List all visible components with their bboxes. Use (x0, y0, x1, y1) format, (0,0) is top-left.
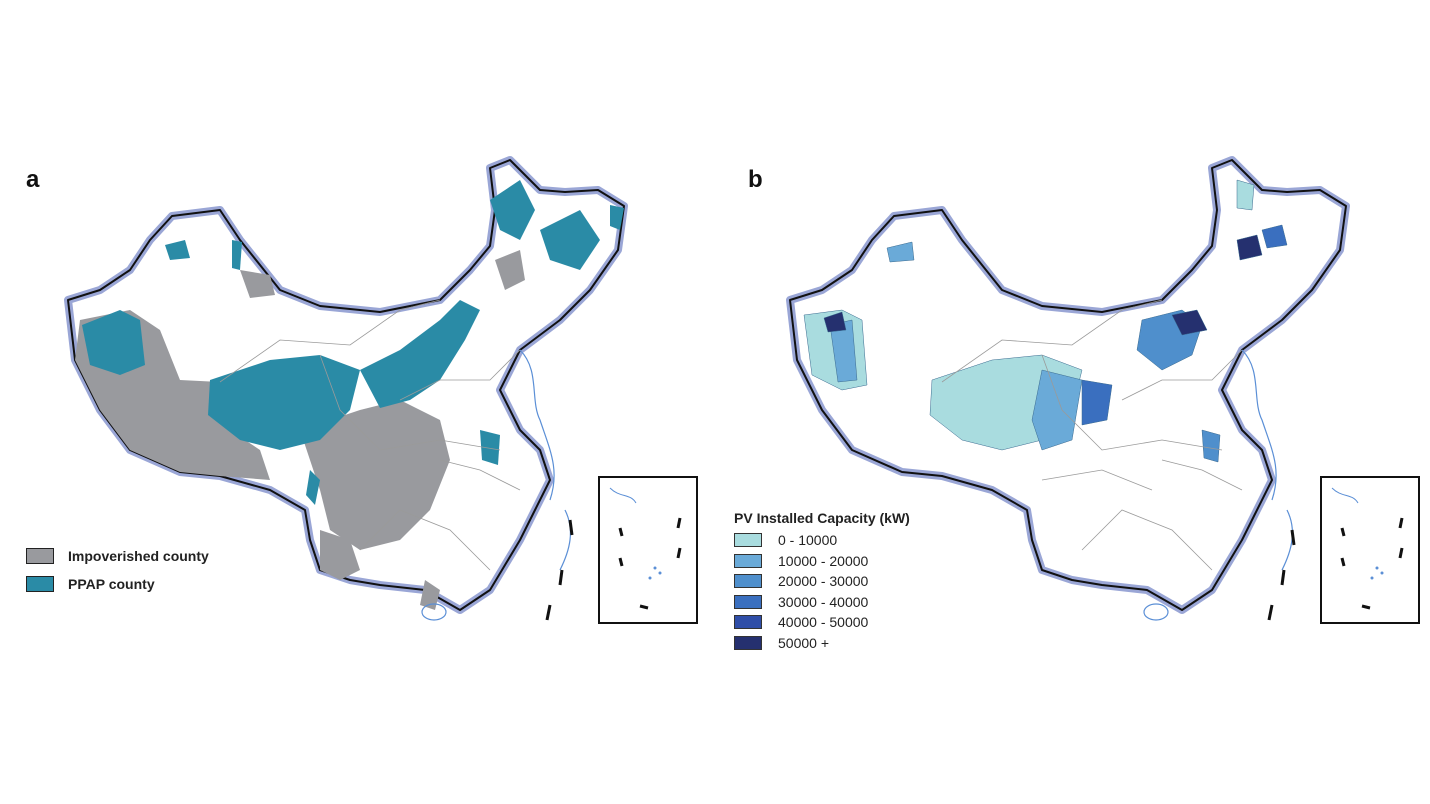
legend-a-item: Impoverished county (26, 542, 209, 570)
legend-b-swatch (734, 574, 762, 589)
map-a (64, 156, 628, 621)
ppap-regions (82, 180, 624, 505)
dash-lines-b (1267, 529, 1296, 621)
province-lines-b (941, 299, 1243, 571)
legend-b-label: 0 - 10000 (778, 532, 838, 549)
legend-a-label: PPAP county (68, 576, 155, 592)
legend-b-item: 20000 - 30000 (734, 571, 910, 592)
panel-b: b (734, 150, 1430, 651)
map-b (786, 156, 1350, 621)
legend-a-swatch-ppap (26, 576, 54, 592)
inset-map-a (609, 487, 682, 610)
panel-b-label: b (748, 166, 763, 193)
legend-b-label: 40000 - 50000 (778, 614, 869, 631)
legend-b-title: PV Installed Capacity (kW) (734, 510, 910, 526)
legend-b-item: 0 - 10000 (734, 530, 910, 551)
coastline-a (421, 349, 571, 621)
legend-a-item: PPAP county (26, 570, 209, 598)
legend-b-swatch (734, 594, 762, 609)
legend-b-label: 10000 - 20000 (778, 552, 869, 569)
legend-b-swatch (734, 533, 762, 548)
legend-b-label: 50000 + (778, 634, 829, 651)
dash-lines-a (545, 519, 574, 621)
capacity-regions (803, 179, 1288, 463)
legend-b-item: 50000 + (734, 633, 910, 654)
legend-b-item: 40000 - 50000 (734, 612, 910, 633)
inset-map-b (1331, 487, 1404, 610)
legend-b: PV Installed Capacity (kW) 0 - 10000 100… (734, 510, 910, 653)
legend-b-item: 10000 - 20000 (734, 551, 910, 572)
legend-b-item: 30000 - 40000 (734, 592, 910, 613)
legend-b-swatch (734, 615, 762, 630)
province-lines-a (219, 299, 521, 571)
legend-b-label: 20000 - 30000 (778, 573, 869, 590)
legend-a-label: Impoverished county (68, 548, 209, 564)
panel-a: a (20, 150, 710, 640)
legend-b-label: 30000 - 40000 (778, 593, 869, 610)
legend-a: Impoverished county PPAP county (26, 542, 209, 598)
legend-b-swatch (734, 635, 762, 650)
legend-a-swatch-impoverished (26, 548, 54, 564)
south-china-sea-inset-a (598, 476, 698, 624)
south-china-sea-inset-b (1320, 476, 1420, 624)
panel-a-label: a (26, 166, 40, 193)
legend-b-swatch (734, 553, 762, 568)
